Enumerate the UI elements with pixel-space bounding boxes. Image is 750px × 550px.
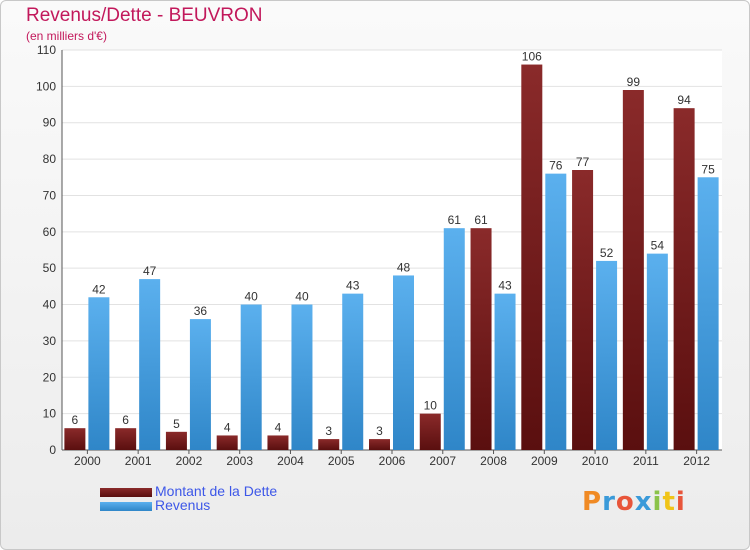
bar-revenue bbox=[596, 260, 618, 450]
data-label-revenue: 48 bbox=[397, 260, 411, 274]
y-tick-label: 30 bbox=[43, 334, 57, 348]
y-tick-label: 70 bbox=[43, 188, 57, 202]
y-tick-label: 0 bbox=[49, 443, 56, 457]
bar-debt bbox=[115, 428, 137, 450]
data-label-revenue: 54 bbox=[651, 239, 665, 253]
bar-debt bbox=[470, 228, 492, 450]
legend-item-debt: Montant de la Dette bbox=[100, 483, 360, 500]
proxiti-logo: Proxiti bbox=[582, 487, 686, 517]
x-tick-label: 2003 bbox=[226, 454, 253, 468]
logo-letter: t bbox=[662, 487, 676, 517]
y-tick-label: 40 bbox=[43, 298, 57, 312]
bar-revenue bbox=[443, 228, 465, 450]
data-label-debt: 5 bbox=[173, 417, 180, 431]
bar-revenue bbox=[494, 293, 516, 450]
x-tick-label: 2012 bbox=[683, 454, 710, 468]
data-label-revenue: 36 bbox=[194, 304, 208, 318]
x-tick-label: 2010 bbox=[582, 454, 609, 468]
data-label-revenue: 43 bbox=[498, 279, 512, 293]
bar-revenue bbox=[240, 304, 262, 450]
bar-revenue bbox=[545, 173, 567, 451]
bar-revenue bbox=[139, 279, 161, 450]
bar-revenue bbox=[393, 275, 414, 450]
bar-revenue bbox=[189, 319, 211, 450]
bar-debt bbox=[419, 413, 441, 450]
bar-debt bbox=[267, 435, 289, 450]
data-label-debt: 3 bbox=[325, 424, 332, 438]
bar-revenue bbox=[342, 293, 364, 450]
logo-letter: r bbox=[602, 487, 616, 517]
chart-title: Revenus/Dette - BEUVRON bbox=[26, 5, 263, 26]
data-label-debt: 99 bbox=[627, 75, 641, 89]
x-tick-label: 2007 bbox=[429, 454, 456, 468]
data-label-revenue: 40 bbox=[245, 290, 259, 304]
tick-labels: 0 10 20 30 40 50 60 70 80 90 100 110 2000 2001 2002 200… bbox=[36, 43, 710, 468]
x-tick-label: 2009 bbox=[531, 454, 558, 468]
bar-debt bbox=[369, 439, 390, 450]
x-tick-label: 2001 bbox=[125, 454, 152, 468]
data-label-debt: 6 bbox=[122, 413, 129, 427]
data-label-debt: 77 bbox=[576, 155, 590, 169]
data-label-revenue: 75 bbox=[701, 162, 715, 176]
logo-letter: i bbox=[675, 487, 686, 517]
bars bbox=[64, 64, 719, 451]
bar-debt bbox=[673, 108, 695, 450]
bar-debt bbox=[216, 435, 238, 450]
legend-label-debt: Montant de la Dette bbox=[155, 483, 278, 499]
logo-letter: i bbox=[652, 487, 663, 517]
data-label-revenue: 76 bbox=[549, 159, 563, 173]
legend-label-revenue: Revenus bbox=[155, 497, 211, 513]
x-tick-label: 2002 bbox=[176, 454, 203, 468]
bar-debt bbox=[572, 170, 594, 450]
legend: Montant de la Dette Revenus bbox=[100, 483, 360, 514]
data-label-debt: 6 bbox=[72, 413, 79, 427]
y-tick-label: 90 bbox=[43, 116, 57, 130]
logo-letter: x bbox=[634, 487, 653, 517]
x-tick-label: 2004 bbox=[277, 454, 304, 468]
y-tick-label: 20 bbox=[43, 370, 57, 384]
bar-debt bbox=[165, 431, 187, 450]
data-label-revenue: 61 bbox=[448, 213, 462, 227]
y-tick-label: 50 bbox=[43, 261, 57, 275]
data-label-debt: 106 bbox=[522, 50, 542, 64]
data-label-revenue: 47 bbox=[143, 264, 157, 278]
bar-debt bbox=[64, 428, 86, 450]
chart-subtitle: (en milliers d'€) bbox=[26, 29, 107, 43]
data-label-debt: 3 bbox=[376, 424, 383, 438]
data-label-debt: 4 bbox=[275, 420, 282, 434]
bar-revenue bbox=[88, 297, 110, 450]
bar-revenue bbox=[291, 304, 313, 450]
data-label-debt: 94 bbox=[677, 93, 691, 107]
data-label-revenue: 52 bbox=[600, 246, 614, 260]
logo-letter: o bbox=[615, 487, 635, 517]
y-tick-label: 10 bbox=[43, 407, 57, 421]
bar-revenue bbox=[697, 177, 719, 451]
data-label-revenue: 40 bbox=[295, 290, 309, 304]
y-tick-label: 100 bbox=[36, 79, 56, 93]
legend-swatch-revenue bbox=[100, 502, 152, 511]
bar-debt bbox=[521, 64, 543, 450]
bar-debt bbox=[318, 439, 340, 450]
legend-swatch-debt bbox=[100, 488, 152, 497]
logo-letter: P bbox=[582, 487, 603, 517]
data-label-debt: 10 bbox=[424, 399, 438, 413]
x-tick-label: 2011 bbox=[633, 454, 659, 468]
data-label-debt: 4 bbox=[224, 420, 231, 434]
data-label-revenue: 42 bbox=[92, 282, 106, 296]
data-label-debt: 61 bbox=[474, 213, 488, 227]
y-tick-label: 110 bbox=[37, 43, 56, 57]
x-tick-label: 2000 bbox=[74, 454, 101, 468]
y-tick-label: 80 bbox=[43, 152, 57, 166]
x-tick-label: 2006 bbox=[379, 454, 406, 468]
legend-item-revenue: Revenus bbox=[100, 497, 360, 514]
x-tick-label: 2005 bbox=[328, 454, 355, 468]
data-labels: 6 42 6 47 5 36 4 40 4 40 3 43 3 48 10 61 61 43 106 76 77 52 99… bbox=[72, 50, 716, 439]
bar-debt bbox=[622, 90, 644, 450]
x-tick-label: 2008 bbox=[480, 454, 507, 468]
y-tick-label: 60 bbox=[43, 225, 57, 239]
bar-revenue bbox=[646, 253, 668, 450]
data-label-revenue: 43 bbox=[346, 279, 360, 293]
